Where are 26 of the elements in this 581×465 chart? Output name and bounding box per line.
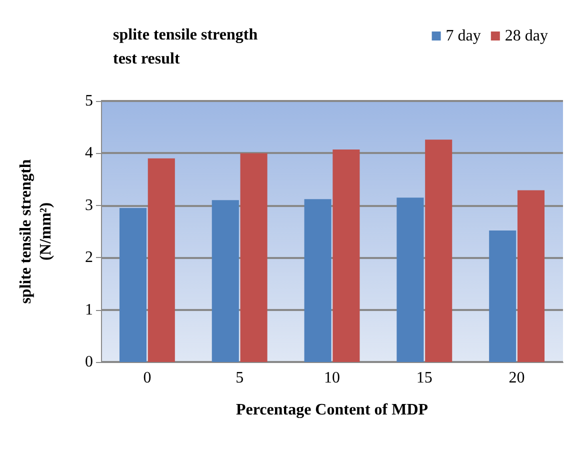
y-axis-title: splite tensile strength (N/mm²) [18, 159, 54, 304]
bar [396, 198, 424, 362]
y-tick-label: 0 [85, 354, 93, 370]
bar [304, 199, 332, 362]
x-tick-label: 15 [416, 370, 432, 386]
x-tick-label: 0 [143, 370, 152, 386]
x-tick-label: 10 [324, 370, 340, 386]
bar [517, 190, 545, 362]
y-tick-label: 3 [85, 196, 93, 214]
chart-title: splite tensile strength test result [113, 26, 258, 68]
x-tick-label: 5 [236, 370, 244, 386]
legend-label: 7 day [446, 28, 481, 44]
y-tick-label: 1 [85, 301, 93, 318]
y-tick-label: 2 [85, 249, 93, 266]
legend-label: 28 day [504, 28, 548, 44]
x-tick-label: 20 [508, 370, 525, 386]
bar [489, 230, 516, 362]
x-axis-title: Percentage Content of MDP [236, 402, 428, 418]
bar [119, 208, 147, 362]
bar [332, 150, 360, 362]
y-tick-label: 4 [85, 144, 93, 162]
bar [148, 158, 175, 362]
bar [212, 200, 239, 362]
bar [240, 153, 268, 362]
y-tick-label: 5 [85, 92, 93, 110]
bar [425, 140, 452, 362]
